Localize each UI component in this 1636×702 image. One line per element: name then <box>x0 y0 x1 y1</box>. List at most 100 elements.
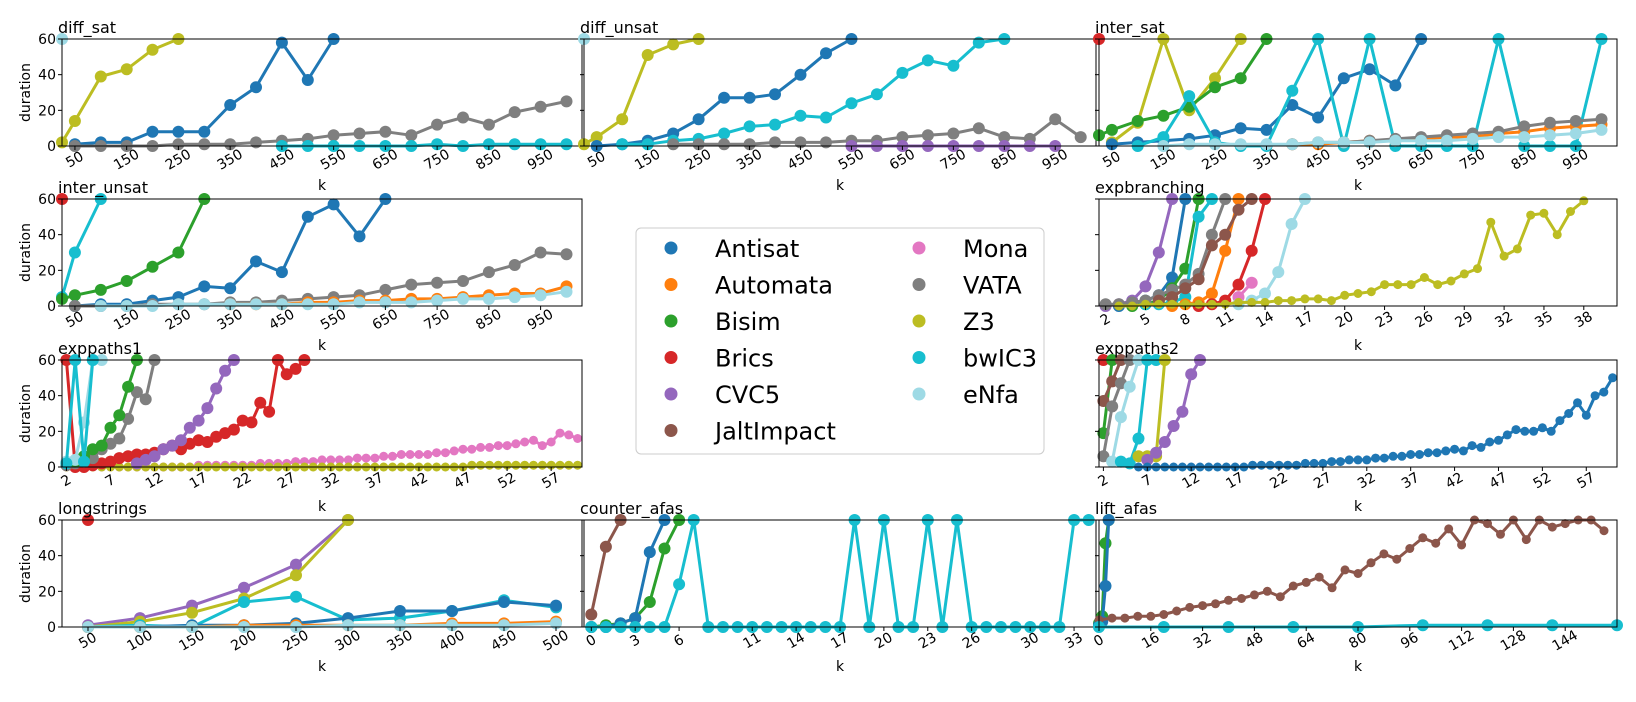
data-point-antisat <box>1309 458 1319 468</box>
legend-marker <box>664 241 678 255</box>
data-point-z3 <box>573 460 583 470</box>
data-point-z3 <box>1486 217 1496 227</box>
data-point-bwic3 <box>1183 90 1196 103</box>
data-point-cvc5 <box>290 558 302 571</box>
data-point-bisim <box>146 260 159 273</box>
data-point-mona <box>396 450 406 459</box>
data-point-enfa <box>1183 138 1196 151</box>
x-tick-label: 450 <box>785 146 816 173</box>
data-point-enfa <box>534 289 547 302</box>
data-point-enfa <box>457 292 469 305</box>
data-point-mona <box>1245 276 1258 289</box>
x-tick-label: 550 <box>318 306 349 333</box>
data-point-vata <box>820 136 832 149</box>
subplot-title: counter_afas <box>580 499 683 519</box>
data-point-antisat <box>1555 416 1565 426</box>
data-point-vata <box>560 95 573 108</box>
legend-entry-brics: Brics <box>664 345 774 373</box>
axes-frame <box>61 359 583 468</box>
data-point-bisim <box>95 439 108 452</box>
data-point-z3 <box>616 113 629 126</box>
data-point-vata <box>921 129 934 142</box>
y-tick-label: 0 <box>47 139 56 155</box>
data-point-jaltimpact <box>1211 599 1220 609</box>
x-tick-label: 0 <box>583 632 599 650</box>
data-point-cvc5 <box>1141 453 1154 466</box>
legend-label: Mona <box>963 235 1028 263</box>
data-point-enfa <box>198 298 211 311</box>
x-tick-label: 550 <box>318 146 349 173</box>
subplot-title: lift_afas <box>1095 499 1157 519</box>
x-tick-label: 8 <box>1177 311 1193 329</box>
data-point-antisat <box>1389 79 1402 92</box>
data-point-vata <box>947 127 960 140</box>
y-tick-label: 40 <box>38 549 56 565</box>
data-point-antisat <box>1283 460 1293 470</box>
data-point-antisat <box>1423 448 1433 458</box>
x-tick-label: 650 <box>370 306 401 333</box>
data-point-bwic3 <box>238 596 250 608</box>
x-tick-label: 250 <box>163 306 194 333</box>
data-point-bwic3 <box>290 590 302 603</box>
data-point-bisim <box>94 283 107 296</box>
x-tick-label: 26 <box>1413 309 1437 332</box>
subplot-diff-sat: 0 20 40 60 50 150 250 350 450 550 650 750 850 950 diff… <box>18 18 583 194</box>
data-point-antisat <box>1379 453 1389 463</box>
x-tick-label: 17 <box>1223 470 1246 493</box>
data-point-z3 <box>146 43 159 56</box>
data-point-z3 <box>290 569 302 582</box>
data-point-enfa <box>1518 131 1531 144</box>
data-point-bwic3 <box>673 578 686 591</box>
data-point-z3 <box>1566 207 1575 216</box>
data-point-jaltimpact <box>1599 526 1609 536</box>
subplot-title: exppaths2 <box>1095 339 1179 358</box>
data-point-antisat <box>301 210 314 223</box>
data-point-bwic3 <box>896 66 909 79</box>
data-point-mona <box>440 448 450 458</box>
x-tick-label: 23 <box>916 630 939 653</box>
data-point-mona <box>361 453 371 463</box>
data-point-mona <box>414 450 424 459</box>
data-point-antisat <box>692 113 705 126</box>
data-point-enfa <box>431 294 444 307</box>
x-tick-label: 300 <box>332 627 363 654</box>
legend-entry-z3: Z3 <box>912 308 995 336</box>
data-point-jaltimpact <box>1431 538 1441 548</box>
data-point-vata <box>1569 115 1582 127</box>
y-tick-label: 20 <box>38 263 56 279</box>
legend-label: Z3 <box>963 308 995 336</box>
data-point-antisat <box>794 68 807 81</box>
data-point-enfa <box>379 296 392 309</box>
data-point-antisat <box>1441 446 1451 456</box>
axes-frame <box>1098 198 1618 307</box>
data-point-mona <box>485 442 494 452</box>
data-point-cvc5 <box>1176 405 1189 418</box>
data-point-bisim <box>104 421 117 434</box>
data-point-z3 <box>641 49 654 61</box>
x-tick-label: 50 <box>63 309 86 332</box>
legend-marker <box>664 351 678 364</box>
legend-marker <box>912 241 926 255</box>
data-point-vata <box>667 138 680 151</box>
legend-label: JaltImpact <box>713 418 836 446</box>
legend-marker <box>664 314 678 328</box>
data-point-z3 <box>1366 287 1376 297</box>
data-point-bwic3 <box>431 138 444 151</box>
data-point-antisat <box>1300 458 1310 468</box>
x-tick-label: 850 <box>473 306 504 333</box>
data-point-z3 <box>1499 251 1509 261</box>
x-tick-label: 17 <box>1293 309 1316 332</box>
x-tick-label: 550 <box>836 146 867 173</box>
data-point-bisim <box>113 409 126 422</box>
x-tick-label: 144 <box>1550 627 1581 654</box>
x-tick-label: 350 <box>1251 146 1282 173</box>
data-point-vata <box>998 131 1011 144</box>
data-point-bisim <box>172 246 185 259</box>
data-point-mona <box>564 430 574 440</box>
data-point-enfa <box>1123 380 1136 393</box>
y-tick-label: 20 <box>38 584 56 600</box>
legend-label: Antisat <box>715 235 799 263</box>
legend: Antisat Automata Bisim Brics CVC5 JaltImpact M… <box>635 227 1045 455</box>
x-tick-label: 12 <box>143 470 166 493</box>
